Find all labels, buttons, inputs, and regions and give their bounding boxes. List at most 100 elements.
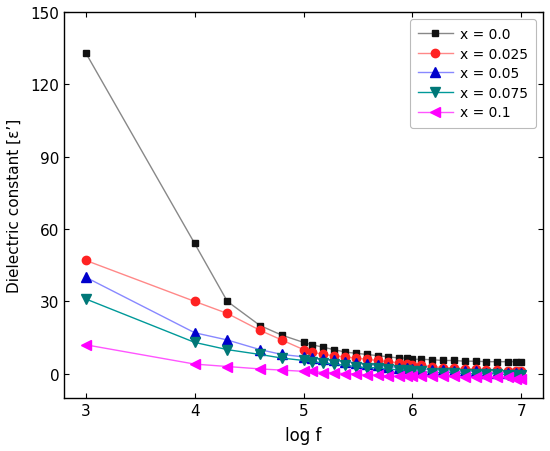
x = 0.1 xyxy=(353,371,359,377)
x = 0.025 xyxy=(331,353,337,359)
x = 0.075 xyxy=(224,347,230,353)
x = 0.0 xyxy=(513,359,519,364)
x = 0.0 xyxy=(342,350,348,355)
x = 0.075 xyxy=(418,369,425,374)
x = 0.05 xyxy=(257,347,263,353)
x = 0.0 xyxy=(518,359,525,364)
x = 0.075 xyxy=(472,371,479,377)
x = 0.05 xyxy=(320,357,327,362)
x = 0.05 xyxy=(374,363,381,368)
x = 0.05 xyxy=(278,352,285,357)
x = 0.025 xyxy=(404,362,410,367)
x = 0.025 xyxy=(364,357,370,362)
x = 0.0 xyxy=(364,352,370,357)
x = 0.0 xyxy=(483,359,490,364)
x = 0.025 xyxy=(450,365,457,371)
x = 0.1 xyxy=(404,373,410,379)
x = 0.025 xyxy=(385,359,392,364)
x = 0.025 xyxy=(396,360,403,366)
x = 0.075 xyxy=(513,373,519,378)
x = 0.025 xyxy=(483,368,490,373)
x = 0.05 xyxy=(472,369,479,374)
x = 0.025 xyxy=(278,337,285,343)
x = 0.075 xyxy=(461,371,468,377)
x = 0.0 xyxy=(439,358,446,364)
x = 0.1 xyxy=(513,376,519,382)
x = 0.025 xyxy=(353,355,359,361)
x = 0.0 xyxy=(418,357,425,362)
x = 0.0 xyxy=(353,351,359,356)
x = 0.075 xyxy=(409,369,416,374)
x = 0.1 xyxy=(461,375,468,380)
Line: x = 0.0: x = 0.0 xyxy=(82,51,525,365)
x = 0.05 xyxy=(82,275,89,281)
x = 0.05 xyxy=(342,359,348,364)
x = 0.0 xyxy=(494,359,501,364)
x = 0.1 xyxy=(450,373,457,379)
x = 0.1 xyxy=(518,376,525,382)
x = 0.025 xyxy=(439,365,446,371)
x = 0.0 xyxy=(404,355,410,361)
x = 0.075 xyxy=(309,359,316,364)
x = 0.05 xyxy=(396,365,403,371)
x = 0.1 xyxy=(428,373,435,379)
x = 0.025 xyxy=(374,358,381,364)
x = 0.075 xyxy=(191,340,198,345)
x = 0.025 xyxy=(191,299,198,304)
x = 0.075 xyxy=(505,373,512,378)
x = 0.075 xyxy=(364,365,370,371)
x = 0.0 xyxy=(385,354,392,360)
x = 0.1 xyxy=(309,369,316,374)
x = 0.05 xyxy=(331,358,337,364)
x = 0.0 xyxy=(450,358,457,364)
x = 0.075 xyxy=(342,363,348,368)
x = 0.0 xyxy=(224,299,230,304)
x = 0.025 xyxy=(300,347,307,353)
x = 0.1 xyxy=(505,375,512,380)
x = 0.1 xyxy=(82,342,89,348)
x = 0.1 xyxy=(483,375,490,380)
x = 0.0 xyxy=(257,323,263,328)
x = 0.0 xyxy=(428,357,435,363)
x = 0.0 xyxy=(320,345,327,350)
x = 0.075 xyxy=(331,362,337,367)
x = 0.1 xyxy=(331,370,337,375)
x = 0.025 xyxy=(418,363,425,368)
x = 0.075 xyxy=(404,368,410,373)
x = 0.025 xyxy=(309,350,316,355)
x = 0.1 xyxy=(396,373,403,379)
x = 0.025 xyxy=(513,369,519,374)
x = 0.1 xyxy=(364,373,370,378)
x = 0.075 xyxy=(396,368,403,373)
x = 0.05 xyxy=(309,355,316,361)
Y-axis label: Dielectric constant [ε’]: Dielectric constant [ε’] xyxy=(7,119,22,292)
x = 0.05 xyxy=(450,369,457,374)
x = 0.1 xyxy=(385,373,392,379)
x = 0.05 xyxy=(409,366,416,372)
x = 0.075 xyxy=(494,371,501,377)
x = 0.075 xyxy=(518,373,525,378)
x = 0.05 xyxy=(385,364,392,369)
x = 0.05 xyxy=(518,370,525,375)
x = 0.0 xyxy=(396,355,403,361)
x = 0.1 xyxy=(418,373,425,379)
x = 0.0 xyxy=(472,359,479,364)
x = 0.025 xyxy=(505,369,512,374)
x = 0.075 xyxy=(353,364,359,369)
x = 0.05 xyxy=(439,368,446,373)
x = 0.0 xyxy=(409,357,416,362)
x = 0.025 xyxy=(224,311,230,317)
x = 0.075 xyxy=(483,371,490,377)
x = 0.1 xyxy=(374,373,381,378)
x = 0.075 xyxy=(278,355,285,361)
X-axis label: log f: log f xyxy=(285,426,322,444)
x = 0.0 xyxy=(331,347,337,353)
x = 0.05 xyxy=(505,370,512,375)
Line: x = 0.075: x = 0.075 xyxy=(81,295,526,380)
Line: x = 0.025: x = 0.025 xyxy=(81,257,525,376)
x = 0.075 xyxy=(300,358,307,364)
x = 0.05 xyxy=(353,360,359,366)
x = 0.025 xyxy=(428,364,435,369)
x = 0.05 xyxy=(428,368,435,373)
x = 0.0 xyxy=(278,333,285,338)
